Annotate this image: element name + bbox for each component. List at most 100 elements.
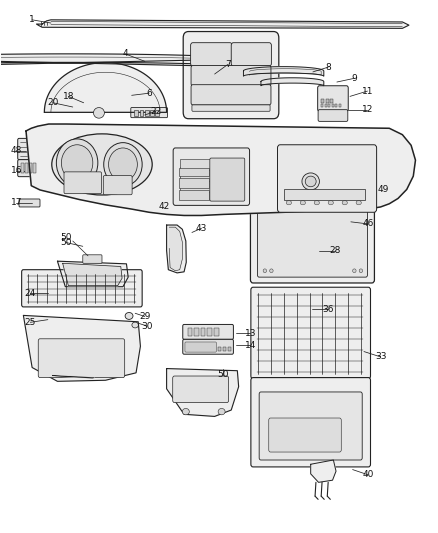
Text: 29: 29 — [139, 312, 151, 321]
Text: 20: 20 — [47, 98, 59, 107]
Ellipse shape — [263, 269, 267, 272]
Bar — [328, 104, 330, 107]
Bar — [21, 163, 24, 173]
Bar — [325, 99, 328, 103]
FancyBboxPatch shape — [191, 43, 232, 66]
FancyBboxPatch shape — [191, 85, 271, 105]
Bar — [218, 348, 221, 351]
Bar — [140, 110, 144, 116]
Text: 42: 42 — [159, 203, 170, 212]
Text: 12: 12 — [362, 105, 373, 114]
Bar — [179, 167, 208, 176]
FancyBboxPatch shape — [38, 339, 125, 377]
Bar — [285, 189, 365, 199]
FancyBboxPatch shape — [83, 255, 102, 263]
Text: 50: 50 — [60, 233, 72, 242]
FancyBboxPatch shape — [185, 342, 216, 352]
Bar — [150, 110, 154, 116]
Bar — [155, 110, 159, 116]
Ellipse shape — [353, 269, 356, 272]
Polygon shape — [44, 62, 166, 112]
Bar — [330, 99, 333, 103]
FancyBboxPatch shape — [259, 392, 362, 460]
Text: 25: 25 — [25, 318, 36, 327]
FancyBboxPatch shape — [210, 158, 245, 201]
Ellipse shape — [132, 322, 138, 328]
Text: 9: 9 — [351, 74, 357, 83]
FancyBboxPatch shape — [364, 179, 389, 204]
Bar — [201, 328, 205, 336]
Bar — [321, 99, 324, 103]
FancyBboxPatch shape — [173, 148, 250, 205]
FancyBboxPatch shape — [278, 145, 377, 212]
FancyBboxPatch shape — [192, 105, 270, 111]
Polygon shape — [63, 263, 122, 286]
FancyBboxPatch shape — [19, 199, 40, 207]
FancyBboxPatch shape — [18, 160, 39, 176]
Ellipse shape — [125, 312, 133, 319]
Text: 43: 43 — [196, 224, 207, 233]
Bar — [332, 104, 334, 107]
FancyBboxPatch shape — [103, 175, 132, 195]
Polygon shape — [26, 124, 416, 215]
FancyBboxPatch shape — [318, 86, 348, 111]
Text: 6: 6 — [146, 88, 152, 98]
FancyBboxPatch shape — [183, 325, 233, 340]
Text: 18: 18 — [63, 92, 74, 101]
Bar — [207, 328, 212, 336]
Polygon shape — [166, 225, 186, 273]
FancyBboxPatch shape — [251, 377, 371, 467]
FancyBboxPatch shape — [318, 110, 348, 122]
Bar — [25, 163, 28, 173]
Text: 24: 24 — [25, 288, 36, 297]
Ellipse shape — [218, 408, 225, 415]
FancyBboxPatch shape — [231, 43, 272, 66]
Ellipse shape — [314, 200, 319, 205]
Text: 50: 50 — [60, 238, 72, 247]
Bar — [223, 348, 226, 351]
Ellipse shape — [52, 134, 152, 195]
Polygon shape — [244, 67, 324, 76]
Ellipse shape — [57, 139, 98, 187]
Ellipse shape — [182, 408, 189, 415]
Ellipse shape — [270, 269, 273, 272]
Bar — [180, 167, 243, 181]
Text: 28: 28 — [329, 246, 341, 255]
Text: 48: 48 — [10, 146, 21, 155]
Bar — [321, 104, 323, 107]
FancyBboxPatch shape — [191, 66, 271, 86]
Bar — [145, 110, 149, 116]
Text: 40: 40 — [363, 471, 374, 479]
Text: 17: 17 — [11, 198, 22, 207]
Ellipse shape — [93, 108, 104, 118]
FancyBboxPatch shape — [131, 108, 167, 118]
FancyBboxPatch shape — [273, 303, 299, 315]
FancyBboxPatch shape — [183, 340, 233, 354]
Text: 30: 30 — [141, 321, 153, 330]
Polygon shape — [57, 261, 128, 287]
Bar — [134, 110, 138, 116]
Polygon shape — [36, 20, 409, 28]
Text: 49: 49 — [378, 185, 389, 195]
Bar — [325, 104, 327, 107]
Bar — [187, 328, 192, 336]
Ellipse shape — [356, 200, 361, 205]
Polygon shape — [169, 227, 182, 271]
Bar — [29, 163, 32, 173]
Ellipse shape — [104, 143, 142, 186]
Ellipse shape — [302, 173, 319, 190]
FancyBboxPatch shape — [21, 270, 142, 307]
FancyBboxPatch shape — [64, 172, 102, 193]
Polygon shape — [23, 316, 141, 381]
Text: 1: 1 — [29, 15, 35, 25]
Ellipse shape — [61, 145, 93, 181]
FancyBboxPatch shape — [258, 204, 367, 277]
Ellipse shape — [359, 269, 363, 272]
Bar — [214, 328, 219, 336]
Ellipse shape — [300, 200, 305, 205]
Text: 36: 36 — [322, 304, 334, 313]
Ellipse shape — [286, 200, 291, 205]
FancyBboxPatch shape — [269, 418, 341, 452]
Ellipse shape — [305, 176, 316, 187]
Bar — [179, 178, 209, 188]
